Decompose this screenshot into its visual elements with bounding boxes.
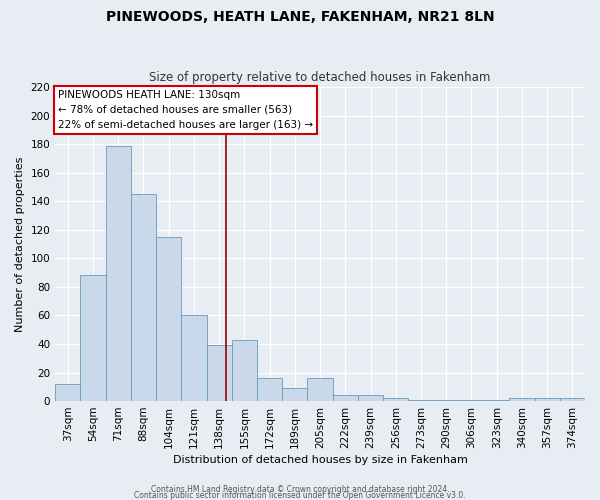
Bar — [232, 340, 257, 401]
X-axis label: Distribution of detached houses by size in Fakenham: Distribution of detached houses by size … — [173, 455, 467, 465]
Title: Size of property relative to detached houses in Fakenham: Size of property relative to detached ho… — [149, 72, 491, 85]
Bar — [358, 396, 383, 401]
Bar — [409, 400, 434, 401]
Bar — [156, 237, 181, 401]
Bar — [106, 146, 131, 401]
Bar — [535, 398, 560, 401]
Bar — [55, 384, 80, 401]
Bar — [560, 398, 585, 401]
Text: PINEWOODS, HEATH LANE, FAKENHAM, NR21 8LN: PINEWOODS, HEATH LANE, FAKENHAM, NR21 8L… — [106, 10, 494, 24]
Bar — [131, 194, 156, 401]
Bar — [181, 316, 206, 401]
Bar — [459, 400, 484, 401]
Bar — [80, 276, 106, 401]
Bar — [257, 378, 282, 401]
Bar — [509, 398, 535, 401]
Text: Contains HM Land Registry data © Crown copyright and database right 2024.: Contains HM Land Registry data © Crown c… — [151, 484, 449, 494]
Bar — [206, 346, 232, 401]
Bar — [332, 396, 358, 401]
Bar — [282, 388, 307, 401]
Y-axis label: Number of detached properties: Number of detached properties — [15, 156, 25, 332]
Bar — [383, 398, 409, 401]
Bar — [307, 378, 332, 401]
Bar — [434, 400, 459, 401]
Text: Contains public sector information licensed under the Open Government Licence v3: Contains public sector information licen… — [134, 490, 466, 500]
Text: PINEWOODS HEATH LANE: 130sqm
← 78% of detached houses are smaller (563)
22% of s: PINEWOODS HEATH LANE: 130sqm ← 78% of de… — [58, 90, 313, 130]
Bar — [484, 400, 509, 401]
